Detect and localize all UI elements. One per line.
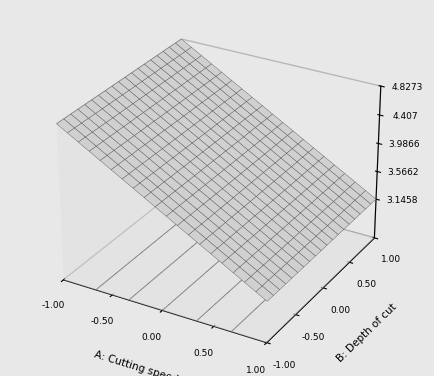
X-axis label: A: Cutting speed: A: Cutting speed [93,349,179,376]
Y-axis label: B: Depth of cut: B: Depth of cut [335,302,398,364]
